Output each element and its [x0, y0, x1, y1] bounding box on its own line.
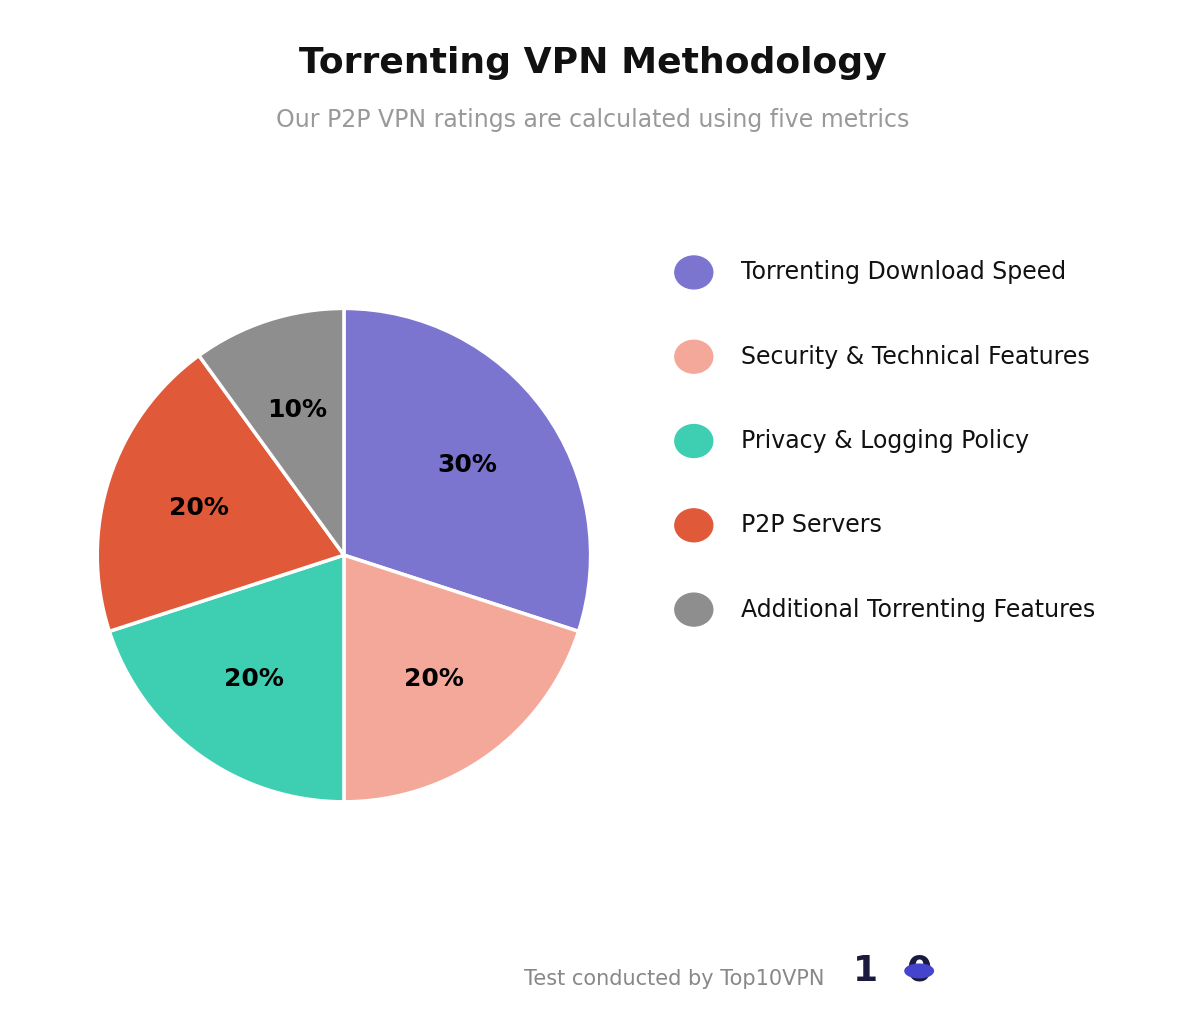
Circle shape: [905, 964, 933, 978]
Text: Our P2P VPN ratings are calculated using five metrics: Our P2P VPN ratings are calculated using…: [276, 108, 910, 132]
Text: Security & Technical Features: Security & Technical Features: [741, 344, 1090, 369]
Text: Torrenting Download Speed: Torrenting Download Speed: [741, 260, 1066, 285]
Text: Torrenting VPN Methodology: Torrenting VPN Methodology: [299, 46, 887, 80]
Text: 1: 1: [853, 954, 879, 988]
Text: Privacy & Logging Policy: Privacy & Logging Policy: [741, 429, 1029, 453]
Wedge shape: [199, 308, 344, 555]
Text: P2P Servers: P2P Servers: [741, 513, 882, 538]
Text: Additional Torrenting Features: Additional Torrenting Features: [741, 597, 1096, 622]
Wedge shape: [344, 555, 579, 802]
Text: 20%: 20%: [168, 495, 229, 520]
Text: 20%: 20%: [404, 667, 464, 691]
Text: 10%: 10%: [267, 398, 326, 421]
Text: 20%: 20%: [224, 667, 283, 691]
Text: 0: 0: [906, 954, 932, 988]
Text: 30%: 30%: [438, 453, 498, 477]
Wedge shape: [97, 356, 344, 631]
Wedge shape: [109, 555, 344, 802]
Wedge shape: [344, 308, 591, 631]
Text: Test conducted by Top10VPN: Test conducted by Top10VPN: [524, 968, 824, 989]
